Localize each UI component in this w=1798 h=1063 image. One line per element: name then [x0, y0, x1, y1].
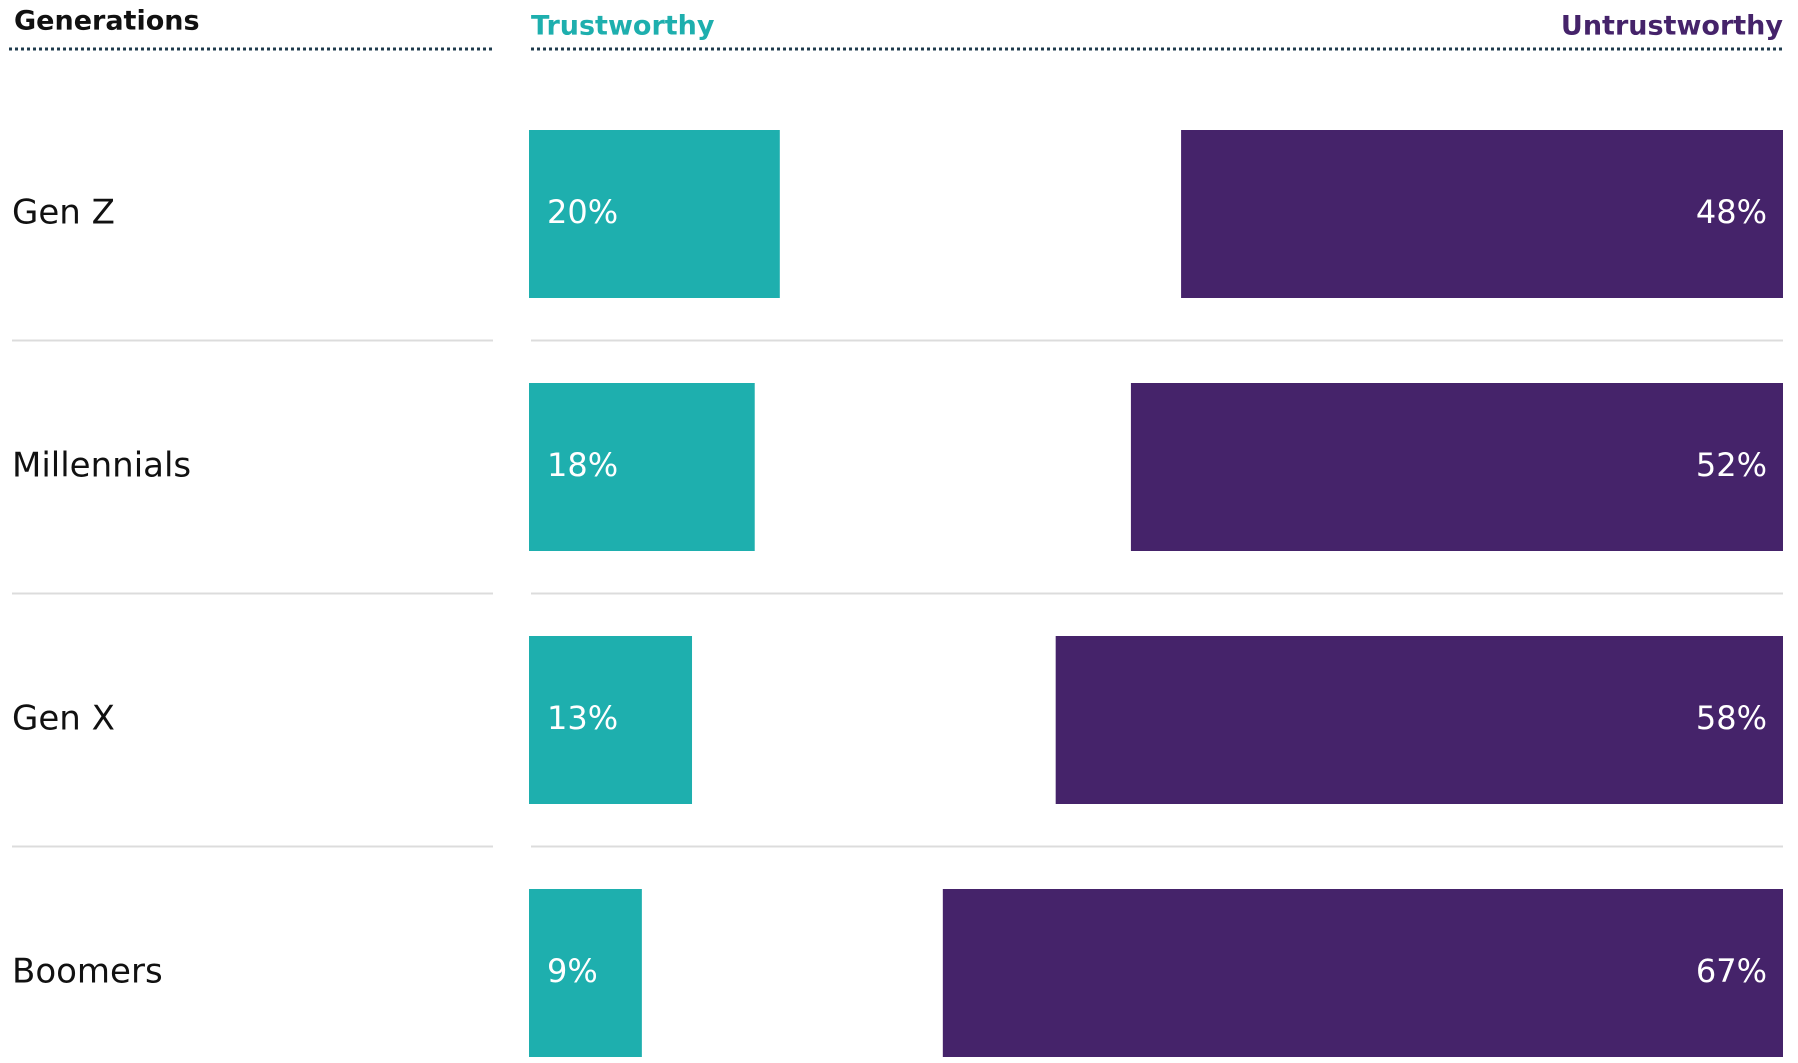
- value-label: 48%: [1696, 193, 1767, 231]
- bar: [529, 130, 780, 298]
- column-header: Generations: [14, 6, 200, 37]
- bar: [1130, 383, 1783, 551]
- category-label: Gen X: [12, 699, 115, 739]
- value-label: 9%: [547, 952, 598, 990]
- bar: [529, 889, 642, 1057]
- bar: [1181, 130, 1783, 298]
- legend-entry: Untrustworthy: [1561, 11, 1784, 42]
- value-label: 20%: [547, 193, 618, 231]
- bar: [529, 383, 755, 551]
- value-label: 67%: [1696, 952, 1767, 990]
- category-label: Gen Z: [12, 193, 115, 233]
- bar: [529, 636, 693, 804]
- category-label: Boomers: [12, 952, 163, 992]
- value-label: 52%: [1696, 446, 1767, 484]
- bar: [1055, 636, 1783, 804]
- category-label: Millennials: [12, 446, 191, 486]
- value-label: 13%: [547, 699, 618, 737]
- value-label: 18%: [547, 446, 618, 484]
- value-label: 58%: [1696, 699, 1767, 737]
- bar: [942, 889, 1783, 1057]
- legend-entry: Trustworthy: [531, 11, 715, 42]
